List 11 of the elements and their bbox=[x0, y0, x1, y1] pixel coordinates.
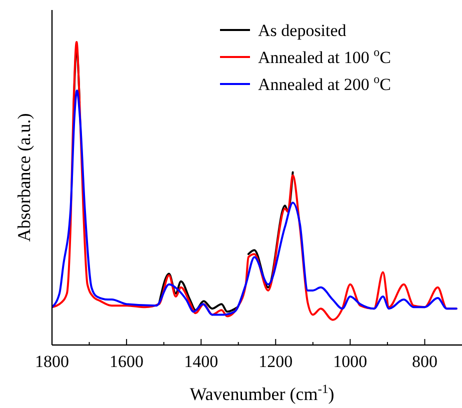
x-tick-label: 1800 bbox=[35, 352, 69, 371]
x-tick-label: 1600 bbox=[110, 352, 144, 371]
y-axis-title: Absorbance (a.u.) bbox=[14, 113, 34, 242]
x-tick-label: 1200 bbox=[258, 352, 293, 371]
legend-label: As deposited bbox=[258, 21, 347, 40]
legend-label: Annealed at 100 $^{o}$C bbox=[258, 45, 391, 67]
legend-label: Annealed at 200 $^{o}$C bbox=[258, 72, 391, 94]
x-tick-label: 1400 bbox=[184, 352, 218, 371]
x-axis-title: Wavenumber (cm$^{-1}$) bbox=[190, 382, 334, 404]
x-tick-label: 800 bbox=[412, 352, 438, 371]
x-tick-label: 1000 bbox=[333, 352, 368, 371]
